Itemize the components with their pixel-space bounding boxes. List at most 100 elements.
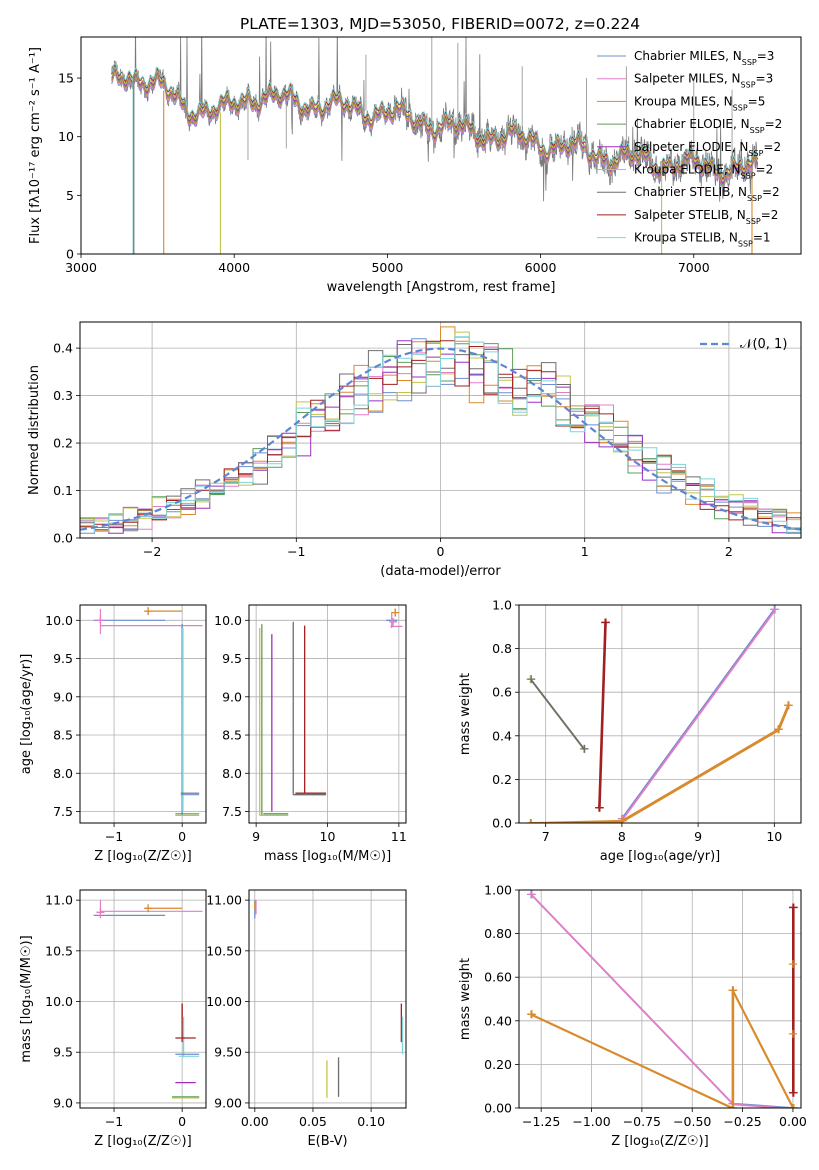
data-marker [601,618,610,627]
mass-weight-line [530,679,586,751]
y-tick-label: 7.5 [53,804,73,819]
y-tick-label: 10.0 [45,613,73,628]
y-tick-label: 0.6 [492,685,512,700]
y-tick-label: 8.5 [222,728,242,743]
y-tick-label: 0.80 [484,926,512,941]
data-marker [789,903,798,912]
data-marker [144,607,153,616]
data-marker [789,1088,798,1097]
axes-frame [518,889,802,1109]
legend-label: Chabrier ELODIE, NSSP=2 [634,117,782,135]
x-tick-label: 0 [437,544,445,559]
data-marker [774,725,783,734]
age-vs-metallicity-panel: −1 0 7.5 8.0 8.5 9.0 9.5 10.0 Z [log₁₀(Z/Z☉)] age… [19,604,207,864]
y-tick-label: 0.4 [53,341,73,356]
data-marker [618,816,627,823]
legend-label: Kroupa ELODIE, NSSP=2 [634,163,773,181]
y-tick-label: 9.0 [222,689,242,704]
plot-area [254,900,404,1098]
y-tick-label: 8.0 [53,766,73,781]
y-tick-label: 0.1 [53,483,73,498]
mass-weight-line [621,609,776,820]
legend-label: Salpeter ELODIE, NSSP=2 [634,140,781,158]
y-tick-label: 10.0 [45,994,73,1009]
y-tick-label: 0.2 [492,772,512,787]
data-marker [580,744,589,753]
y-tick-label: 9.5 [53,1045,73,1060]
legend-label: Kroupa MILES, NSSP=5 [634,94,765,112]
data-marker [526,819,535,823]
y-tick-label: 0.40 [484,1013,512,1028]
y-tick-label: 7.5 [222,804,242,819]
data-marker [788,1029,797,1038]
x-tick-label: 7 [542,829,550,844]
mass-weight-line [598,623,607,809]
data-marker [595,803,604,812]
data-marker [784,701,793,710]
y-tick-label: 8.0 [222,766,242,781]
plot-area [526,605,793,823]
x-tick-label: 6000 [525,260,557,275]
y-tick-label: 9.5 [53,651,73,666]
y-tick-label: 0.20 [484,1057,512,1072]
y-tick-label: 0.2 [53,436,73,451]
mass-vs-reddening-panel: 0.00 0.05 0.10 9.00 9.50 10.00 10.50 11.00 E(B-V… [206,889,407,1149]
x-tick-label: 10 [320,829,336,844]
y-axis-label: mass weight [458,958,473,1040]
x-tick-label: −1 [287,544,305,559]
x-tick-label: 4000 [218,260,250,275]
y-tick-label: 10.5 [45,943,73,958]
x-axis-label: Z [log₁₀(Z/Z☉)] [94,1134,191,1149]
legend-label: Kroupa STELIB, NSSP=1 [634,231,771,249]
y-tick-label: 1.0 [492,598,512,613]
mass-vs-metallicity-panel: −1 0 9.0 9.5 10.0 10.5 11.0 Z [log₁₀(Z/Z☉)] mass… [19,889,207,1149]
x-tick-label: −1.25 [522,1114,560,1129]
y-axis-label: Normed distribution [27,365,42,495]
x-tick-label: 8 [618,829,626,844]
y-tick-label: 10.0 [214,613,242,628]
x-axis-label: wavelength [Angstrom, rest frame] [327,280,556,295]
mass-weight-vs-age-panel: 7 8 9 10 0.0 0.2 0.4 0.6 0.8 1.0 age [log₁₀(age/yr… [458,598,802,864]
x-axis-label: Z [log₁₀(Z/Z☉)] [611,1134,708,1149]
x-tick-label: −1 [105,1114,123,1129]
y-tick-label: 15 [58,71,74,86]
y-tick-label: 0.00 [484,1101,512,1116]
data-marker [789,1104,798,1108]
x-tick-label: 9 [694,829,702,844]
x-axis-label: E(B-V) [307,1134,347,1149]
legend-label: Chabrier MILES, NSSP=3 [634,49,774,67]
y-tick-label: 0.0 [492,816,512,831]
y-tick-label: 8.5 [53,728,73,743]
legend-label: Salpeter MILES, NSSP=3 [634,72,773,90]
x-tick-label: 5000 [371,260,403,275]
data-marker [389,617,398,626]
y-tick-label: 9.0 [53,689,73,704]
y-tick-label: 0.3 [53,388,73,403]
y-tick-label: 0.8 [492,641,512,656]
x-tick-label: −0.25 [723,1114,761,1129]
x-tick-label: 0 [178,829,186,844]
y-tick-label: 1.00 [484,883,512,898]
data-marker [729,1104,738,1108]
y-axis-label: mass weight [458,673,473,755]
spectrum-legend: Chabrier MILES, NSSP=3 Salpeter MILES, NS… [597,49,782,248]
x-tick-label: 0.00 [241,1114,269,1129]
axes-frame [248,889,407,1109]
x-tick-label: 0.10 [357,1114,385,1129]
normal-reference-curve [80,347,801,531]
plot-area [259,608,403,817]
y-tick-label: 9.00 [214,1095,242,1110]
data-marker [527,1010,536,1019]
x-tick-label: 1 [581,544,589,559]
x-tick-label: −1.00 [572,1114,610,1129]
data-marker [527,890,536,899]
y-tick-label: 0.60 [484,970,512,985]
x-tick-label: 0.05 [299,1114,327,1129]
y-tick-label: 10.50 [206,943,242,958]
x-tick-label: 0 [178,1114,186,1129]
data-marker [729,986,738,995]
mass-weight-line [621,608,776,820]
x-axis-label: (data-model)/error [380,564,501,579]
data-marker [96,616,105,625]
